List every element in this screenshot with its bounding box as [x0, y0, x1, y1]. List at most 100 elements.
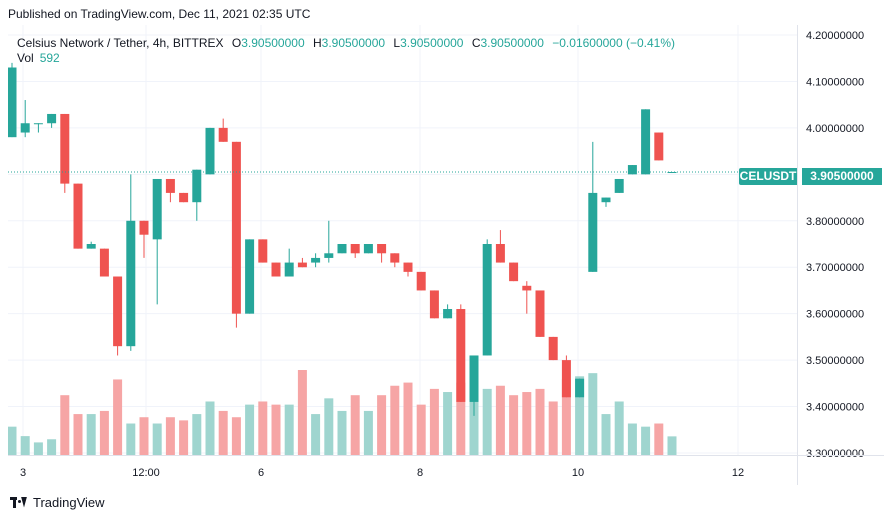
candle-body: [231, 141, 241, 314]
price-axis-label: 3.30000000: [806, 448, 864, 460]
candle-body: [218, 127, 228, 142]
volume-bar: [271, 404, 281, 455]
candle-body: [654, 132, 664, 161]
price-axis-label: 3.40000000: [806, 402, 864, 414]
candle-body: [245, 239, 255, 314]
volume-legend: Vol 592: [17, 51, 60, 65]
time-axis[interactable]: 3 12:00 6 8 10 12: [8, 455, 884, 480]
volume-bar: [667, 436, 677, 455]
volume-bar: [139, 417, 149, 455]
candle-body: [297, 262, 307, 268]
candle-body: [311, 257, 321, 263]
tradingview-brand: TradingView: [33, 495, 105, 510]
close-label: C: [471, 36, 481, 50]
price-axis-label: 4.20000000: [806, 30, 864, 42]
time-axis-label: 3: [20, 467, 26, 479]
volume-bar: [588, 373, 598, 455]
candle-body: [575, 378, 585, 398]
volume-bar: [47, 439, 57, 455]
volume-bar: [284, 404, 294, 455]
volume-bar: [627, 423, 637, 455]
candle-body: [152, 178, 162, 240]
price-axis-label: 4.10000000: [806, 76, 864, 88]
volume-bar: [601, 414, 611, 455]
volume-bar: [258, 401, 268, 455]
candle-body: [205, 127, 215, 175]
volume-bar: [179, 420, 189, 455]
tradingview-logo-icon: [10, 496, 28, 509]
volume-bar: [73, 414, 83, 455]
candle-body: [403, 262, 413, 272]
candle-body: [522, 285, 532, 291]
volume-bar: [7, 426, 17, 455]
volume-bar: [522, 392, 532, 455]
time-axis-label: 8: [417, 467, 423, 479]
price-tag-symbol: CELUSDT: [739, 168, 797, 185]
chart-area[interactable]: 4.200000004.100000004.000000003.90000000…: [7, 25, 884, 485]
volume-bar: [429, 388, 439, 455]
low-label: L: [393, 36, 401, 50]
candle-body: [390, 253, 400, 263]
candle-body: [456, 309, 466, 402]
price-axis-label: 3.50000000: [806, 355, 864, 367]
candle-body: [363, 244, 373, 254]
volume-bar: [416, 404, 426, 455]
volume-bar: [495, 385, 505, 455]
candle-body: [86, 244, 96, 249]
time-axis-label: 10: [572, 467, 584, 479]
volume-bar: [469, 395, 479, 455]
close-value: 3.90500000: [480, 36, 544, 50]
time-axis-label: 12: [732, 467, 744, 479]
tradingview-footer[interactable]: TradingView: [10, 495, 105, 510]
volume-bar: [152, 423, 162, 455]
candle-body: [113, 276, 123, 347]
volume-bar: [548, 401, 558, 455]
volume-bar: [390, 385, 400, 455]
volume-bar: [443, 392, 453, 455]
volume-bar: [165, 417, 175, 455]
volume-bar: [86, 414, 96, 455]
high-label: H: [312, 36, 322, 50]
volume-bar: [575, 376, 585, 455]
candle-body: [588, 192, 598, 272]
volume-label: Vol: [17, 51, 34, 65]
candle-body: [337, 244, 347, 254]
candle-body: [60, 113, 70, 184]
volume-bar: [20, 436, 30, 455]
volume-bar: [311, 414, 321, 455]
candle-body: [641, 109, 651, 175]
volume-bar: [60, 395, 70, 455]
volume-bar: [363, 410, 373, 455]
symbol-title: Celsius Network / Tether, 4h, BITTREX: [17, 36, 224, 50]
volume-bar: [350, 395, 360, 455]
candle-body: [284, 262, 294, 277]
candle-body: [73, 183, 83, 249]
candle-body: [258, 239, 268, 263]
candlestick-chart[interactable]: 4.200000004.100000004.000000003.90000000…: [7, 25, 884, 485]
price-axis[interactable]: 4.200000004.100000004.000000003.90000000…: [797, 25, 865, 485]
volume-bar: [192, 414, 202, 455]
candle-body: [601, 197, 611, 203]
candle-body: [20, 123, 30, 133]
price-axis-label: 3.60000000: [806, 309, 864, 321]
volume-bar: [654, 423, 664, 455]
candles: [7, 62, 677, 416]
published-note: Published on TradingView.com, Dec 11, 20…: [8, 7, 311, 21]
symbol-legend: Celsius Network / Tether, 4h, BITTREX O3…: [17, 35, 675, 51]
time-axis-label: 6: [258, 467, 264, 479]
candle-body: [535, 290, 545, 337]
volume-bar: [126, 423, 136, 455]
volume-bars: [7, 370, 677, 455]
volume-bar: [403, 382, 413, 455]
volume-bar: [641, 426, 651, 455]
candle-body: [271, 262, 281, 277]
price-axis-label: 3.80000000: [806, 216, 864, 228]
time-axis-label: 12:00: [132, 467, 160, 479]
candle-body: [7, 67, 17, 138]
volume-bar: [297, 370, 307, 455]
change-value: −0.01600000 (−0.41%): [552, 36, 676, 50]
volume-bar: [231, 417, 241, 455]
volume-bar: [561, 379, 571, 455]
price-axis-label: 3.70000000: [806, 262, 864, 274]
volume-bar: [218, 410, 228, 455]
